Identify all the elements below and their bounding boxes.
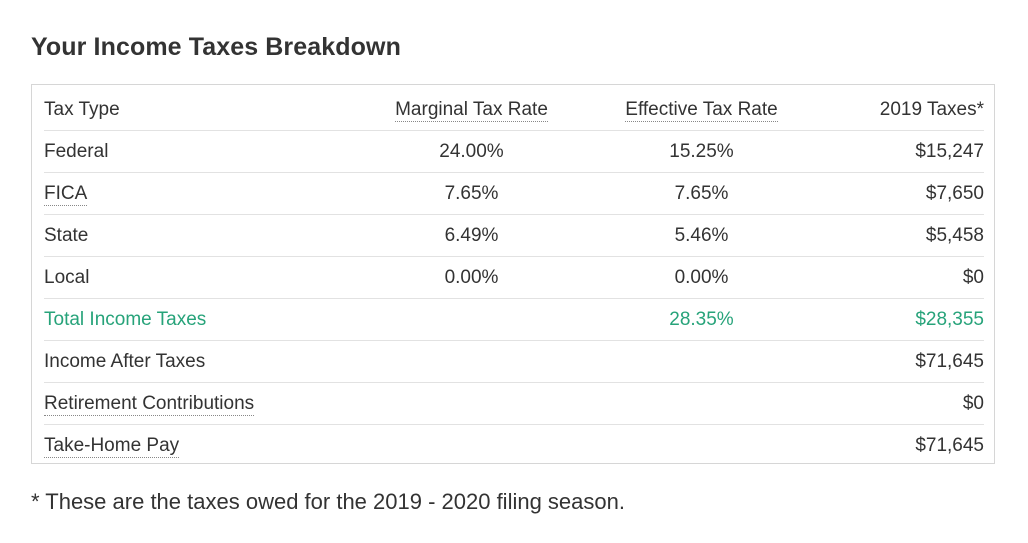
table-row-local: Local 0.00% 0.00% $0 [44, 256, 984, 299]
page-title: Your Income Taxes Breakdown [31, 33, 401, 61]
total-effective-rate-value: 28.35% [579, 298, 824, 341]
income-after-taxes-value: $71,645 [824, 340, 984, 383]
marginal-rate-value: 24.00% [364, 130, 579, 173]
take-home-pay-label[interactable]: Take-Home Pay [44, 434, 180, 458]
header-effective-tax-rate[interactable]: Effective Tax Rate [579, 89, 824, 131]
taxes-value: $0 [824, 256, 984, 299]
marginal-rate-value: 0.00% [364, 256, 579, 299]
header-2019-taxes: 2019 Taxes* [824, 89, 984, 131]
taxes-value: $5,458 [824, 214, 984, 257]
effective-rate-value: 0.00% [579, 256, 824, 299]
effective-rate-value: 15.25% [579, 130, 824, 173]
table-row-income-after-taxes: Income After Taxes $71,645 [44, 340, 984, 383]
marginal-rate-value: 6.49% [364, 214, 579, 257]
tax-type-label: Local [44, 256, 364, 299]
header-marginal-tax-rate[interactable]: Marginal Tax Rate [364, 89, 579, 131]
tax-type-label: Federal [44, 130, 364, 173]
table-row-take-home-pay: Take-Home Pay $71,645 [44, 425, 984, 467]
taxes-value: $15,247 [824, 130, 984, 173]
income-after-taxes-label: Income After Taxes [44, 340, 364, 383]
table-row-state: State 6.49% 5.46% $5,458 [44, 214, 984, 257]
table-row-total-income-taxes: Total Income Taxes 28.35% $28,355 [44, 298, 984, 341]
table-header-row: Tax Type Marginal Tax Rate Effective Tax… [44, 89, 984, 131]
retirement-contributions-value: $0 [824, 382, 984, 425]
total-taxes-value: $28,355 [824, 298, 984, 341]
header-tax-type: Tax Type [44, 89, 364, 131]
marginal-rate-value: 7.65% [364, 172, 579, 215]
table-row-fica: FICA 7.65% 7.65% $7,650 [44, 172, 984, 215]
total-marginal-empty [364, 298, 579, 341]
tax-type-label-fica[interactable]: FICA [44, 172, 364, 215]
taxes-value: $7,650 [824, 172, 984, 215]
effective-rate-value: 5.46% [579, 214, 824, 257]
tax-breakdown-table: Tax Type Marginal Tax Rate Effective Tax… [44, 89, 984, 466]
take-home-pay-value: $71,645 [915, 434, 984, 456]
footnote: * These are the taxes owed for the 2019 … [31, 489, 625, 514]
total-label: Total Income Taxes [44, 298, 364, 341]
effective-rate-value: 7.65% [579, 172, 824, 215]
table-row-federal: Federal 24.00% 15.25% $15,247 [44, 130, 984, 173]
tax-type-label: State [44, 214, 364, 257]
retirement-contributions-label[interactable]: Retirement Contributions [44, 382, 364, 425]
table-row-retirement-contributions: Retirement Contributions $0 [44, 382, 984, 425]
tax-breakdown-table-container: Tax Type Marginal Tax Rate Effective Tax… [31, 84, 995, 464]
